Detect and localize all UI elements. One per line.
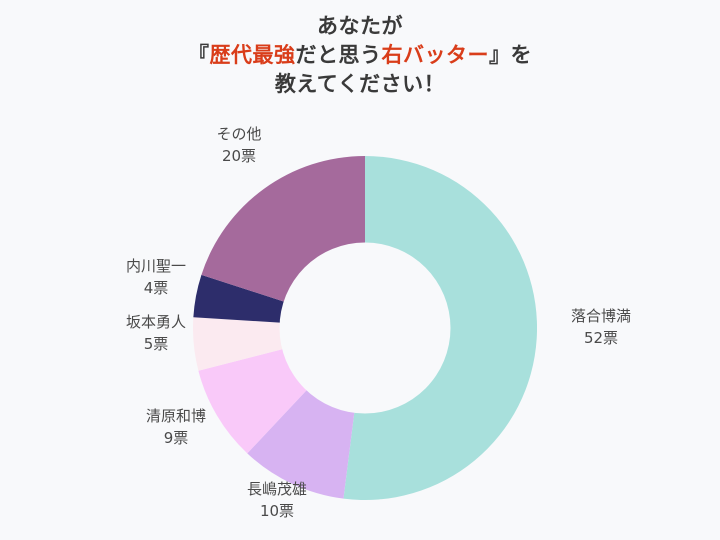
slice-label-ochiai: 落合博満 52票 xyxy=(536,306,666,350)
donut-svg xyxy=(193,156,537,500)
slice-label-name-sonota: その他 xyxy=(216,125,262,143)
slice-label-sonota: その他 20票 xyxy=(180,124,298,168)
title-line-2: 『歴代最強だと思う右バッター』を xyxy=(0,41,720,70)
slice-label-name-sakamoto: 坂本勇人 xyxy=(125,313,186,331)
slice-label-nagashima: 長嶋茂雄 10票 xyxy=(218,479,336,523)
title-highlight-migibatter: 右バッター xyxy=(381,42,489,67)
slice-label-sakamoto: 坂本勇人 5票 xyxy=(100,312,212,356)
chart-title: あなたが 『歴代最強だと思う右バッター』を 教えてください！ xyxy=(0,12,720,99)
donut-hole xyxy=(279,242,451,414)
donut-graphic xyxy=(193,156,537,500)
slice-label-value-nagashima: 10票 xyxy=(259,501,295,520)
slice-label-value-sonota: 20票 xyxy=(221,146,257,165)
slice-label-name-uchikawa: 内川聖一 xyxy=(125,257,186,275)
slice-label-name-ochiai: 落合博満 xyxy=(570,307,631,325)
slice-label-value-ochiai: 52票 xyxy=(583,328,619,347)
title-middle-text: だと思う xyxy=(295,42,382,67)
title-bracket-close: 』を xyxy=(489,42,532,67)
title-bracket-open: 『 xyxy=(188,42,210,67)
slice-label-name-nagashima: 長嶋茂雄 xyxy=(246,480,307,498)
title-highlight-rekidai: 歴代最強 xyxy=(209,42,296,67)
title-line-3: 教えてください！ xyxy=(274,71,446,96)
slice-label-value-uchikawa: 4票 xyxy=(143,278,169,297)
slice-label-value-sakamoto: 5票 xyxy=(143,334,169,353)
slice-label-value-kiyohara: 9票 xyxy=(163,428,189,447)
slice-label-name-kiyohara: 清原和博 xyxy=(145,407,206,425)
slice-label-kiyohara: 清原和博 9票 xyxy=(120,406,232,450)
slice-label-uchikawa: 内川聖一 4票 xyxy=(100,256,212,300)
title-line-1: あなたが xyxy=(317,14,403,38)
